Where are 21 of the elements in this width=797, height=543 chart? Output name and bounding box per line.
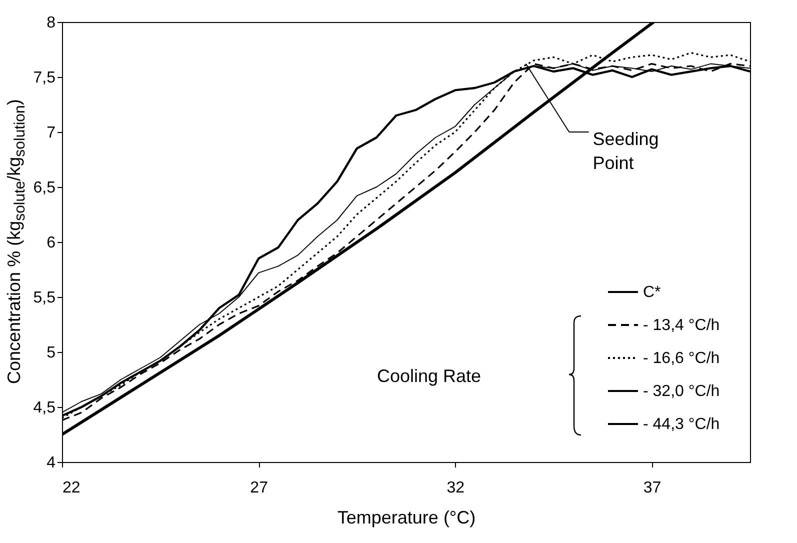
- y-tick-label: 7: [46, 124, 56, 142]
- x-axis-title: Temperature (°C): [337, 508, 476, 528]
- legend-label: - 32,0 °C/h: [643, 383, 720, 400]
- legend-label: - 16,6 °C/h: [643, 350, 720, 367]
- y-tick-label: 6: [46, 234, 56, 252]
- legend-label: C*: [643, 284, 661, 301]
- x-tick-label: 22: [62, 480, 80, 496]
- x-tick-label: 37: [643, 480, 662, 496]
- legend-label: - 13,4 °C/h: [643, 317, 720, 334]
- x-tick-label: 27: [250, 480, 268, 496]
- legend-label: - 44,3 °C/h: [643, 416, 720, 433]
- annotation: Cooling Rate: [377, 366, 482, 386]
- y-tick-label: 6,5: [33, 180, 56, 196]
- y-tick-label: 5: [46, 344, 56, 362]
- y-tick-label: 4: [46, 454, 56, 472]
- y-tick-label: 4,5: [33, 400, 56, 416]
- y-tick-label: 7,5: [33, 70, 56, 86]
- annotation: Seeding Point: [592, 128, 659, 173]
- x-tick-label: 32: [446, 480, 465, 496]
- y-tick-label: 8: [46, 14, 56, 32]
- y-tick-label: 5,5: [33, 290, 56, 306]
